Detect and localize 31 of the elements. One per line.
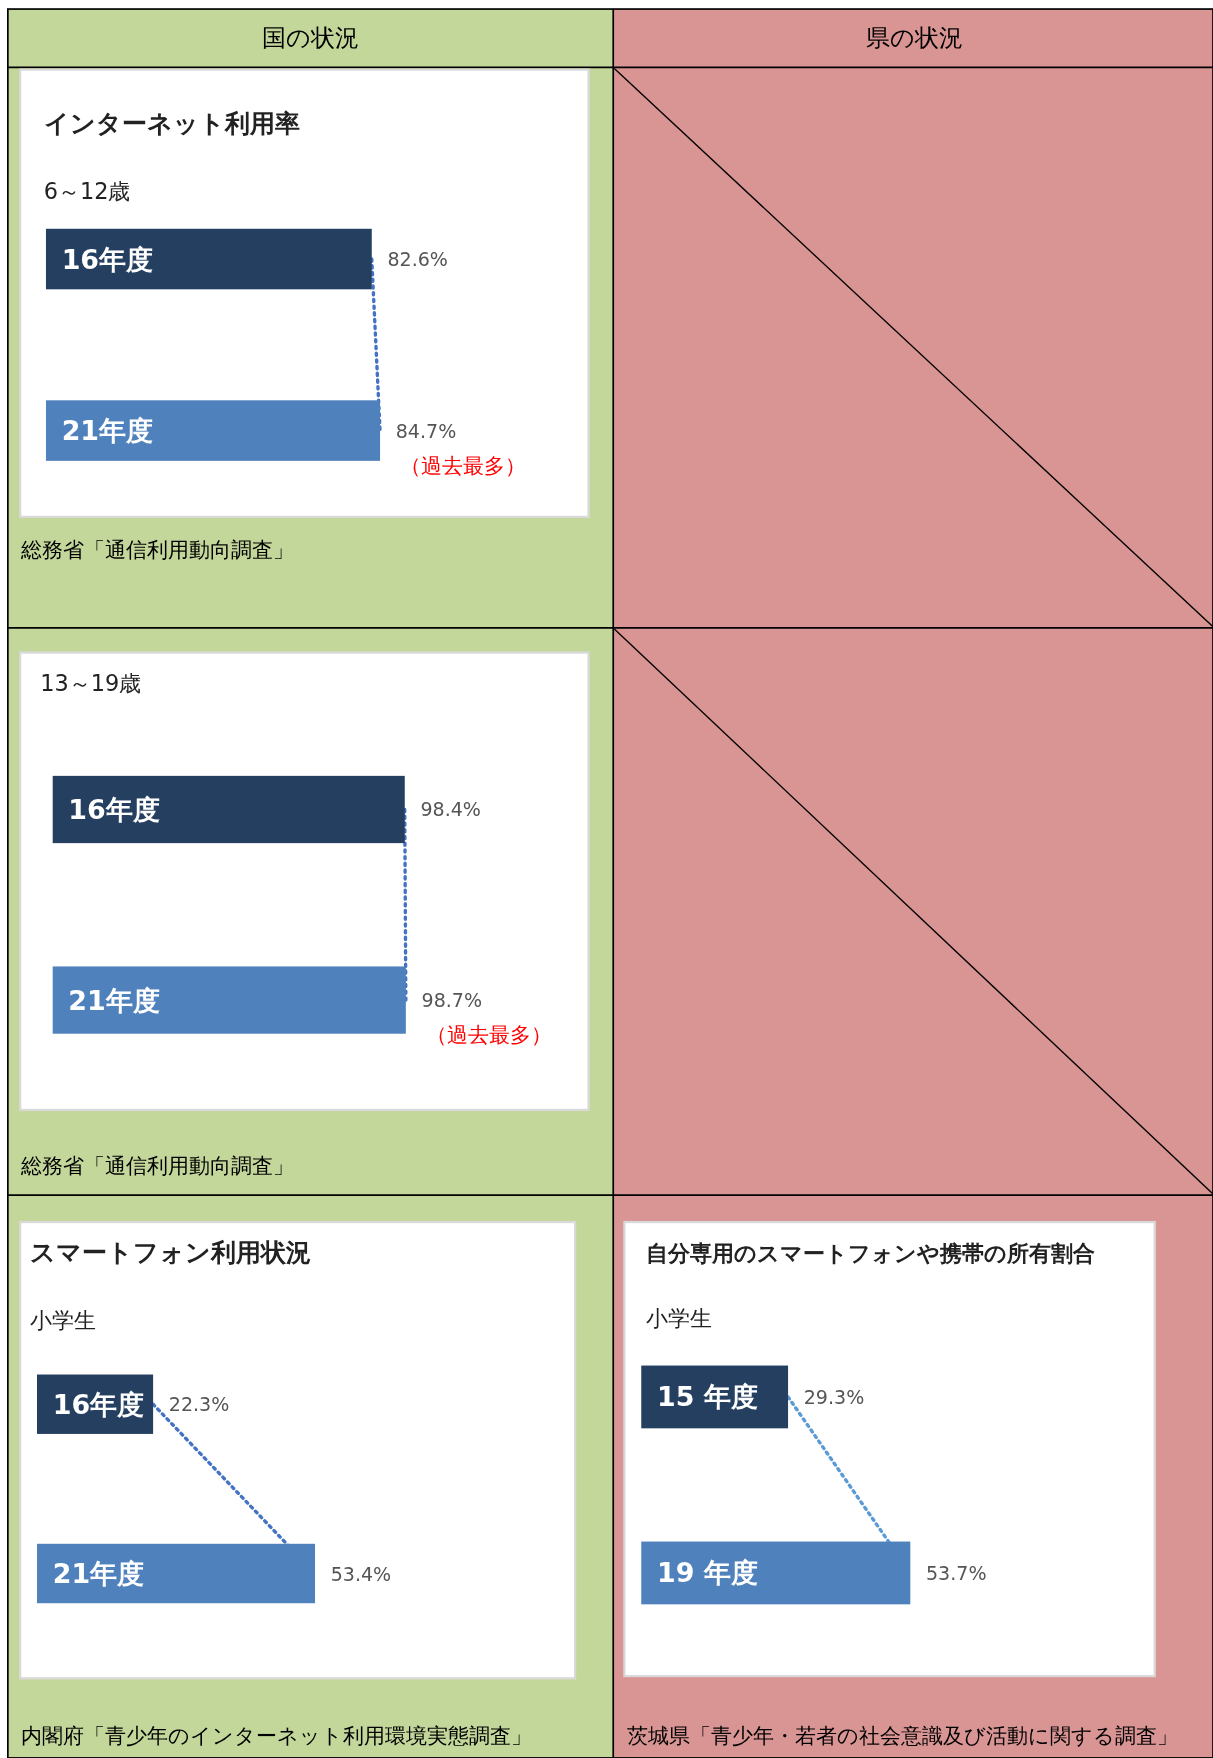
y-tick-label: 19 年度 xyxy=(656,1557,758,1589)
y-tick-label: 21年度 xyxy=(61,415,154,447)
text: 茨城県「青少年・若者の社会意識及び活動に関する調査」 xyxy=(626,1723,1178,1748)
text: 内閣府「青少年のインターネット利用環境実態調査」 xyxy=(21,1723,533,1748)
chart-title: インターネット利用率 xyxy=(43,109,300,139)
data-label: 22.3% xyxy=(168,1393,230,1416)
text: 総務省「通信利用動向調査」 xyxy=(20,536,295,562)
chart-subtitle: 6～12歳 xyxy=(43,177,131,204)
data-label: 29.3% xyxy=(803,1385,865,1408)
data-label: 98.4% xyxy=(420,798,481,821)
chart-subtitle: 小学生 xyxy=(645,1305,712,1332)
data-label: 53.4% xyxy=(330,1562,392,1585)
data-label: 98.7% xyxy=(421,989,483,1012)
text: 総務省「通信利用動向調査」 xyxy=(20,1153,295,1179)
text: 国の状況 xyxy=(262,24,360,53)
y-tick-label: 16年度 xyxy=(52,1388,145,1420)
y-tick-label: 16年度 xyxy=(68,793,160,825)
data-label: 82.6% xyxy=(387,248,448,271)
data-label: 84.7% xyxy=(395,419,457,442)
chart-subtitle: 小学生 xyxy=(30,1306,97,1333)
text: 県の状況 xyxy=(866,24,964,53)
y-tick-label: 15 年度 xyxy=(656,1381,758,1413)
text: （過去最多） xyxy=(400,452,527,478)
y-tick-label: 21年度 xyxy=(68,984,160,1016)
text: （過去最多） xyxy=(426,1022,553,1048)
y-tick-label: 16年度 xyxy=(61,243,154,275)
chart-title: スマートフォン利用状況 xyxy=(30,1238,312,1268)
chart-title: 自分専用のスマートフォンや携帯の所有割合 xyxy=(645,1240,1095,1267)
chart-subtitle: 13～19歳 xyxy=(40,669,142,696)
y-tick-label: 21年度 xyxy=(52,1558,145,1589)
data-label: 53.7% xyxy=(926,1561,987,1584)
